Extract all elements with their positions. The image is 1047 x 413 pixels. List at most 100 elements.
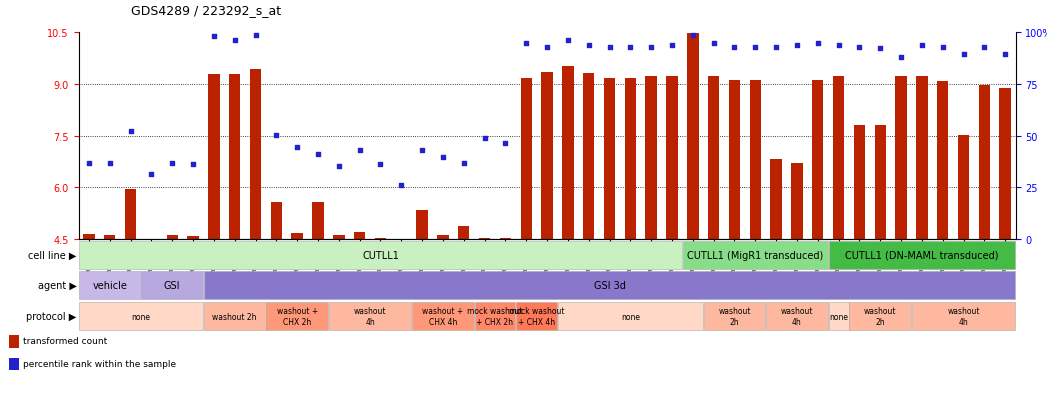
Bar [250,70,262,240]
Bar [849,302,911,330]
Bar [832,77,844,240]
Text: mock washout
+ CHX 2h: mock washout + CHX 2h [467,307,522,326]
Bar [204,272,1016,300]
Point [310,151,327,157]
Bar [125,190,136,240]
Bar [8,335,19,348]
Bar [828,302,848,330]
Bar [604,78,616,240]
Text: CUTLL1 (MigR1 transduced): CUTLL1 (MigR1 transduced) [687,250,823,260]
Bar [396,240,407,241]
Bar [417,210,428,240]
Text: GDS4289 / 223292_s_at: GDS4289 / 223292_s_at [131,4,281,17]
Text: mock washout
+ CHX 4h: mock washout + CHX 4h [509,307,564,326]
Point [435,154,451,161]
Text: washout 2h: washout 2h [213,312,257,321]
Point [518,41,535,47]
Point [872,45,889,52]
Point [163,160,180,166]
Bar [766,302,828,330]
Bar [937,82,949,240]
Bar [916,77,928,240]
Point [851,44,868,51]
Bar [458,226,469,240]
Bar [187,237,199,240]
Text: agent ▶: agent ▶ [38,281,76,291]
Bar [683,241,828,269]
Bar [625,78,637,240]
Bar [958,135,970,240]
Bar [354,232,365,240]
Text: percentile rank within the sample: percentile rank within the sample [23,359,176,368]
Bar [708,77,719,240]
Point [706,41,722,47]
Text: cell line ▶: cell line ▶ [28,250,76,260]
Text: GSI: GSI [164,281,180,291]
Bar [478,239,490,240]
Bar [266,302,328,330]
Point [934,44,951,51]
Text: washout
4h: washout 4h [948,307,980,326]
Bar [666,77,677,240]
Bar [204,302,266,330]
Point [747,44,763,51]
Point [955,51,972,58]
Bar [562,67,574,240]
Bar [329,302,411,330]
Point [122,129,139,135]
Point [414,147,430,154]
Bar [146,240,157,241]
Point [393,182,409,188]
Bar [583,74,595,240]
Point [726,44,742,51]
Point [580,43,597,50]
Point [601,44,618,51]
Text: none: none [132,312,151,321]
Point [788,43,805,50]
Text: none: none [829,312,848,321]
Text: CUTLL1 (DN-MAML transduced): CUTLL1 (DN-MAML transduced) [845,250,999,260]
Text: washout +
CHX 4h: washout + CHX 4h [422,307,464,326]
Text: protocol ▶: protocol ▶ [26,311,76,321]
Point [372,161,388,168]
Bar [8,358,19,370]
Text: washout
4h: washout 4h [354,307,386,326]
Bar [312,202,324,240]
Point [143,171,160,178]
Bar [333,235,344,240]
Bar [979,85,990,240]
Bar [812,81,824,240]
Bar [79,302,203,330]
Point [226,37,243,44]
Point [830,43,847,50]
Point [664,43,681,50]
Point [643,44,660,51]
Bar [375,239,386,240]
Point [767,44,784,51]
Bar [792,163,803,240]
Text: transformed count: transformed count [23,337,107,346]
Bar [208,75,220,240]
Text: washout +
CHX 2h: washout + CHX 2h [276,307,318,326]
Bar [645,77,656,240]
Point [268,132,285,139]
Point [559,37,576,44]
Point [997,51,1013,58]
Bar [229,75,241,240]
Bar [895,77,907,240]
Bar [83,235,94,240]
Bar [729,81,740,240]
Bar [541,73,553,240]
Bar [704,302,765,330]
Point [976,44,993,51]
Point [538,44,555,51]
Bar [413,302,473,330]
Point [102,160,118,166]
Point [476,136,493,142]
Bar [166,235,178,240]
Bar [853,125,865,240]
Bar [912,302,1016,330]
Point [205,34,222,40]
Bar [750,81,761,240]
Bar [438,235,449,240]
